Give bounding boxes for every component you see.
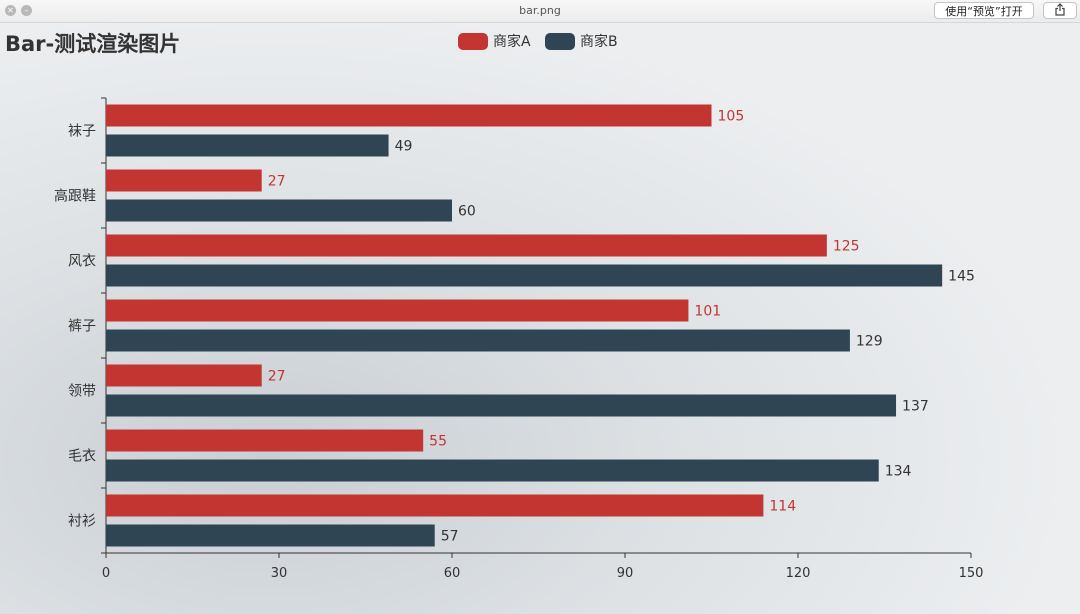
data-label-a: 105 <box>718 109 745 125</box>
x-tick-label: 30 <box>271 566 288 581</box>
x-tick-label: 60 <box>444 566 461 581</box>
share-button[interactable] <box>1043 2 1077 19</box>
bar-a <box>106 429 424 452</box>
chart-title: Bar-测试渲染图片 <box>5 32 181 56</box>
legend-swatch-a <box>458 32 488 50</box>
bar-a <box>106 364 262 387</box>
legend-swatch-b <box>545 32 575 50</box>
bar-a <box>106 494 764 517</box>
x-tick-label: 90 <box>617 566 634 581</box>
bar-b <box>106 264 943 287</box>
data-label-b: 145 <box>948 269 975 285</box>
share-icon <box>1055 3 1065 16</box>
y-category-label: 高跟鞋 <box>54 188 96 205</box>
open-with-preview-button[interactable]: 使用“预览”打开 <box>934 2 1034 19</box>
data-label-b: 49 <box>395 139 413 155</box>
data-label-b: 134 <box>885 464 912 480</box>
y-category-label: 裤子 <box>68 319 96 335</box>
window-title: bar.png <box>519 4 561 17</box>
bar-b <box>106 329 850 352</box>
legend-label-b: 商家B <box>580 34 618 50</box>
data-label-b: 57 <box>441 529 459 545</box>
x-tick-label: 150 <box>959 566 984 581</box>
bar-b <box>106 524 435 547</box>
data-label-a: 27 <box>268 369 286 385</box>
data-label-b: 137 <box>902 399 929 415</box>
y-category-label: 毛衣 <box>68 449 96 465</box>
bar-b <box>106 459 879 482</box>
minimize-window-icon[interactable]: – <box>21 5 32 16</box>
data-label-a: 114 <box>769 499 796 515</box>
y-category-label: 袜子 <box>68 124 96 140</box>
x-tick-label: 120 <box>786 566 811 581</box>
y-category-label: 风衣 <box>68 254 96 270</box>
bar-a <box>106 104 712 127</box>
window-titlebar: ✕ – bar.png 使用“预览”打开 <box>0 0 1080 23</box>
legend-item-a[interactable]: 商家A <box>458 31 531 51</box>
legend-label-a: 商家A <box>493 34 531 50</box>
bar-a <box>106 234 827 257</box>
y-category-label: 衬衫 <box>68 514 96 530</box>
bar-b <box>106 394 897 417</box>
y-category-label: 领带 <box>68 384 96 400</box>
data-label-a: 55 <box>429 434 447 450</box>
data-label-b: 60 <box>458 204 476 220</box>
x-tick-label: 0 <box>102 566 110 581</box>
bar-a <box>106 169 262 192</box>
bar-a <box>106 299 689 322</box>
bar-b <box>106 199 452 222</box>
close-window-icon[interactable]: ✕ <box>5 5 16 16</box>
data-label-a: 101 <box>694 304 721 320</box>
legend-item-b[interactable]: 商家B <box>545 31 618 51</box>
data-label-a: 125 <box>833 239 860 255</box>
data-label-b: 129 <box>856 334 883 350</box>
bar-b <box>106 134 389 157</box>
data-label-a: 27 <box>268 174 286 190</box>
